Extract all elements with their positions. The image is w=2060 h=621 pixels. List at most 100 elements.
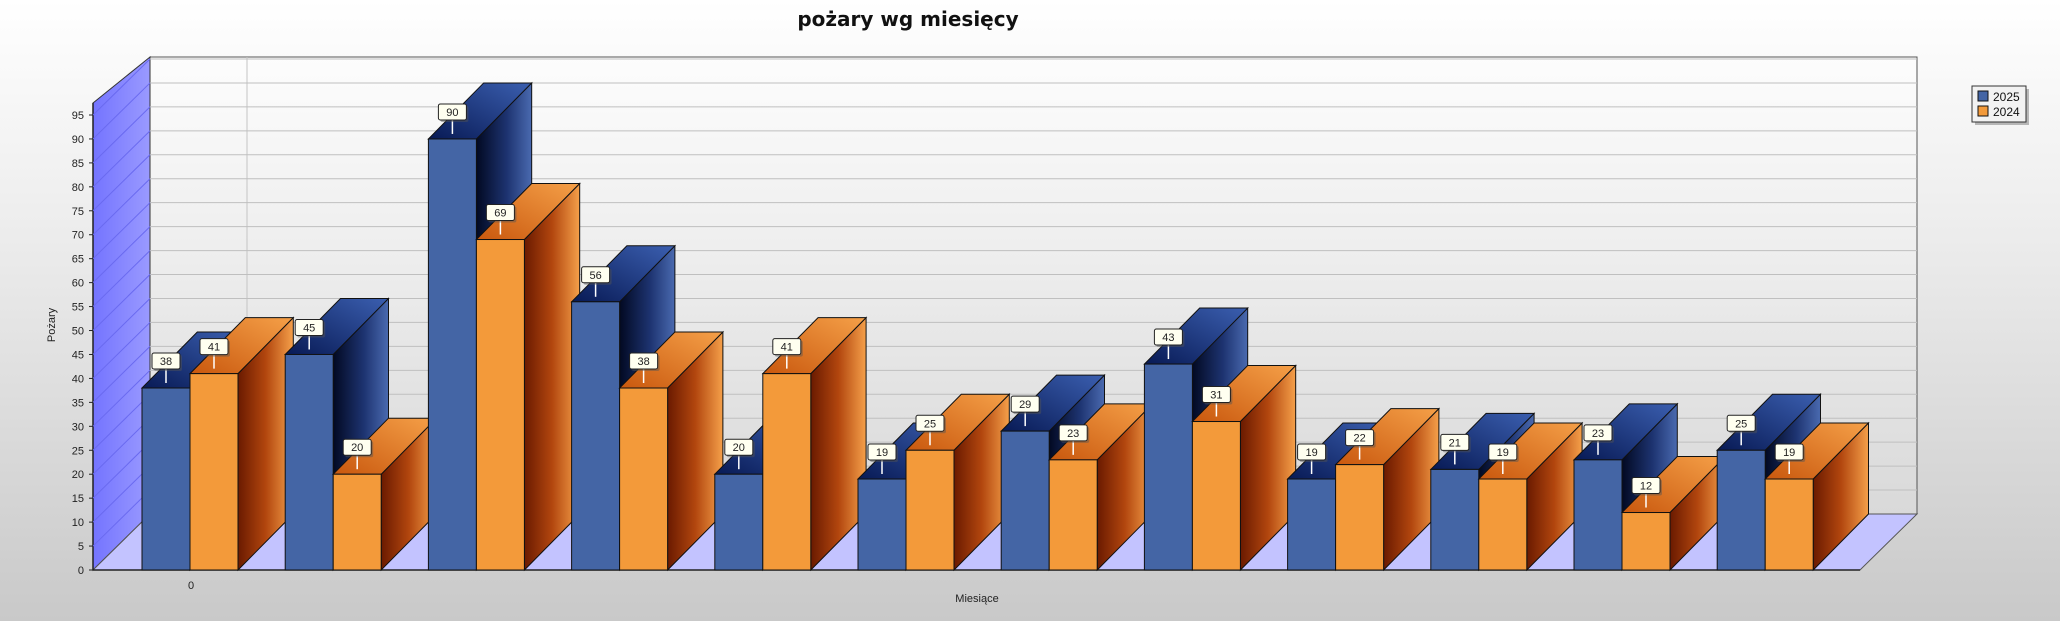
bar-front — [1048, 459, 1098, 571]
chart-title: pożary wg miesięcy — [797, 7, 1018, 31]
data-label: 38 — [151, 352, 182, 383]
bar-front — [857, 478, 907, 571]
y-tick-label: 65 — [72, 254, 84, 266]
bar-front — [762, 373, 812, 571]
data-label: 19 — [1774, 443, 1806, 474]
legend-label: 2024 — [1993, 105, 2020, 119]
y-tick-label: 5 — [78, 541, 84, 553]
data-label-value: 19 — [1783, 447, 1795, 459]
bar-front — [1191, 421, 1241, 571]
data-label-box — [1440, 433, 1470, 451]
data-label: 38 — [629, 352, 660, 383]
data-label-box — [1583, 424, 1613, 442]
wall-gridline — [92, 274, 151, 331]
wall-gridline — [92, 58, 151, 116]
data-label-value: 56 — [589, 270, 601, 282]
data-label: 23 — [1058, 424, 1090, 455]
data-label-value: 41 — [208, 342, 220, 354]
bar — [618, 330, 725, 572]
bar — [1620, 455, 1727, 572]
y-tick-label: 15 — [72, 493, 84, 505]
bar-front — [905, 449, 955, 571]
data-label-box — [1726, 414, 1756, 432]
data-label-value: 90 — [446, 107, 458, 119]
bar-front — [1430, 468, 1480, 571]
bar-front — [1716, 449, 1766, 571]
bar-front — [1335, 464, 1385, 571]
data-label: 22 — [1345, 429, 1376, 460]
data-label: 20 — [724, 438, 755, 470]
wall-gridline — [92, 178, 151, 236]
x-tick-label: 0 — [188, 580, 194, 592]
data-label-value: 19 — [876, 447, 888, 459]
y-tick-label: 85 — [72, 158, 84, 170]
data-label-box — [294, 318, 324, 336]
wall-gridline — [92, 369, 151, 427]
bar-front — [1143, 363, 1193, 571]
data-label-value: 43 — [1162, 332, 1174, 344]
data-label-box — [724, 438, 754, 456]
data-label-value: 29 — [1019, 399, 1031, 411]
data-label-value: 19 — [1305, 447, 1317, 459]
wall-gridline — [92, 441, 151, 499]
y-tick-label: 10 — [72, 517, 84, 529]
wall-gridline — [92, 465, 151, 523]
bar-front — [571, 301, 621, 571]
data-label-value: 20 — [351, 442, 363, 454]
y-tick-label: 80 — [72, 182, 84, 194]
data-label: 69 — [485, 204, 517, 235]
wall-gridline — [92, 250, 151, 307]
data-label: 21 — [1440, 433, 1471, 465]
data-label-box — [915, 414, 945, 432]
data-label-value: 38 — [160, 356, 172, 368]
data-label-box — [867, 443, 897, 461]
wall-gridline — [92, 322, 151, 379]
data-label-box — [1058, 424, 1088, 442]
bars — [140, 81, 1870, 572]
data-label-value: 69 — [494, 208, 506, 220]
y-tick-label: 35 — [72, 397, 84, 409]
data-label-box — [151, 352, 181, 370]
bar-front — [1621, 512, 1671, 571]
data-label: 12 — [1631, 477, 1662, 508]
bar-front — [189, 373, 239, 571]
data-label-value: 20 — [733, 442, 745, 454]
y-tick-label: 0 — [78, 565, 84, 577]
data-label-box — [1153, 328, 1183, 346]
y-tick-label: 50 — [72, 326, 84, 338]
data-label-value: 31 — [1210, 390, 1222, 402]
bar-front — [141, 387, 191, 571]
bar-front — [1000, 430, 1050, 571]
data-label: 19 — [1297, 443, 1328, 474]
y-tick-label: 95 — [72, 110, 84, 122]
bar-front — [427, 138, 477, 571]
legend-label: 2025 — [1993, 90, 2020, 104]
data-label: 41 — [772, 338, 803, 369]
data-label-value: 19 — [1497, 447, 1509, 459]
x-axis-label: Miesiące — [955, 593, 998, 605]
bar-front — [1478, 478, 1528, 571]
data-label: 25 — [915, 414, 946, 446]
bar-front — [284, 353, 334, 571]
data-label-value: 21 — [1449, 437, 1461, 449]
bar — [1764, 421, 1870, 572]
data-label-value: 41 — [781, 342, 793, 354]
data-label-value: 25 — [924, 418, 936, 430]
bar-front — [332, 473, 382, 571]
wall-gridline — [92, 346, 151, 403]
wall-gridline — [92, 106, 151, 164]
data-label-value: 25 — [1735, 418, 1747, 430]
bar-front — [1764, 478, 1814, 571]
y-tick-label: 40 — [72, 373, 84, 385]
y-tick-label: 75 — [72, 206, 84, 218]
data-label-box — [772, 338, 802, 356]
data-label-box — [1201, 386, 1231, 404]
data-label-value: 38 — [637, 356, 649, 368]
data-labels: 38 41 45 20 90 69 56 38 20 41 19 25 29 23 43 31 19 22 21 19… — [151, 103, 1806, 508]
bar — [761, 316, 868, 572]
data-label-box — [1297, 443, 1327, 461]
data-label-box — [1631, 477, 1661, 495]
data-label-box — [1488, 443, 1518, 461]
